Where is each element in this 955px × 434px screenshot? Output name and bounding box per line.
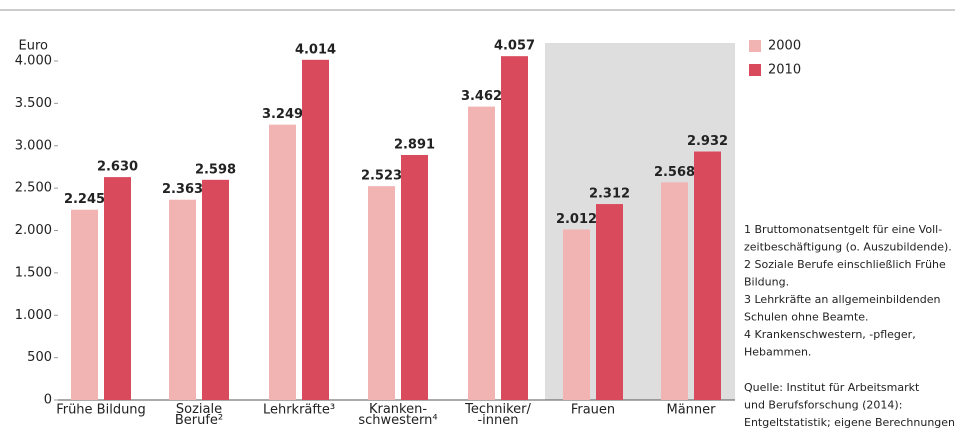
bar xyxy=(169,199,196,400)
value-label: 2.245 xyxy=(64,192,105,207)
y-tick-label: 2.000 xyxy=(15,223,52,238)
source: Quelle: Institut für Arbeitsmarkt xyxy=(744,381,920,394)
bar xyxy=(596,204,623,400)
y-tick-label: 0 xyxy=(44,393,52,408)
x-tick-label: Männer xyxy=(666,403,716,418)
legend-swatch xyxy=(749,40,761,52)
x-tick-label: Frühe Bildung xyxy=(56,403,146,418)
bar xyxy=(694,151,721,400)
x-tick-label: Soziale Berufe² xyxy=(175,402,223,428)
bar xyxy=(302,59,329,400)
bar xyxy=(661,182,688,400)
footnote: Hebammen. xyxy=(744,346,811,359)
x-tick-label: Kranken-schwestern⁴ xyxy=(358,402,437,428)
value-label: 2.630 xyxy=(97,160,138,175)
y-tick-label: 2.500 xyxy=(15,181,52,196)
y-tick-label: 1.000 xyxy=(15,308,52,323)
x-tick-label: Frauen xyxy=(571,403,615,418)
footnote: zeitbeschäftigung (o. Auszubildende). xyxy=(744,241,952,254)
value-label: 2.891 xyxy=(394,137,435,152)
y-tick-label: 4.000 xyxy=(15,54,52,69)
bar xyxy=(269,124,296,400)
footnote: Schulen ohne Beamte. xyxy=(744,311,869,324)
value-label: 4.057 xyxy=(494,39,535,54)
y-axis-label: Euro xyxy=(19,39,49,54)
bar xyxy=(401,154,428,400)
value-label: 4.014 xyxy=(295,42,336,57)
value-label: 3.249 xyxy=(262,107,303,122)
legend-label: 2010 xyxy=(768,63,801,78)
y-tick-label: 500 xyxy=(27,350,52,365)
x-tick-label: Lehrkräfte³ xyxy=(263,403,335,418)
y-tick-label: 3.000 xyxy=(15,138,52,153)
value-label: 2.598 xyxy=(195,162,236,177)
value-label: 2.932 xyxy=(687,134,728,149)
y-tick-label: 1.500 xyxy=(15,265,52,280)
bar xyxy=(71,209,98,400)
bar xyxy=(368,186,395,400)
value-label: 2.568 xyxy=(654,165,695,180)
source: Entgeltstatistik; eigene Berechnungen xyxy=(744,416,955,429)
bar xyxy=(563,229,590,400)
source: und Berufsforschung (2014): xyxy=(744,399,902,412)
footnote: 3 Lehrkräfte an allgemeinbildenden xyxy=(744,293,940,306)
value-label: 2.312 xyxy=(589,187,630,202)
footnote: Bildung. xyxy=(744,276,789,289)
value-label: 2.363 xyxy=(162,182,203,197)
value-label: 3.462 xyxy=(461,89,502,104)
footnote: 2 Soziale Berufe einschließlich Frühe xyxy=(744,258,946,271)
bar xyxy=(104,177,131,400)
footnote: 4 Krankenschwestern, -pfleger, xyxy=(744,328,916,341)
legend-swatch xyxy=(749,64,761,76)
y-tick-label: 3.500 xyxy=(15,96,52,111)
legend-label: 2000 xyxy=(768,39,801,54)
bar xyxy=(501,56,528,400)
bar xyxy=(468,106,495,401)
value-label: 2.012 xyxy=(556,212,597,227)
x-tick-label: Techniker/-innen xyxy=(464,402,531,428)
value-label: 2.523 xyxy=(361,169,402,184)
bar xyxy=(202,179,229,400)
footnote: 1 Bruttomonatsentgelt für eine Voll- xyxy=(744,223,942,236)
